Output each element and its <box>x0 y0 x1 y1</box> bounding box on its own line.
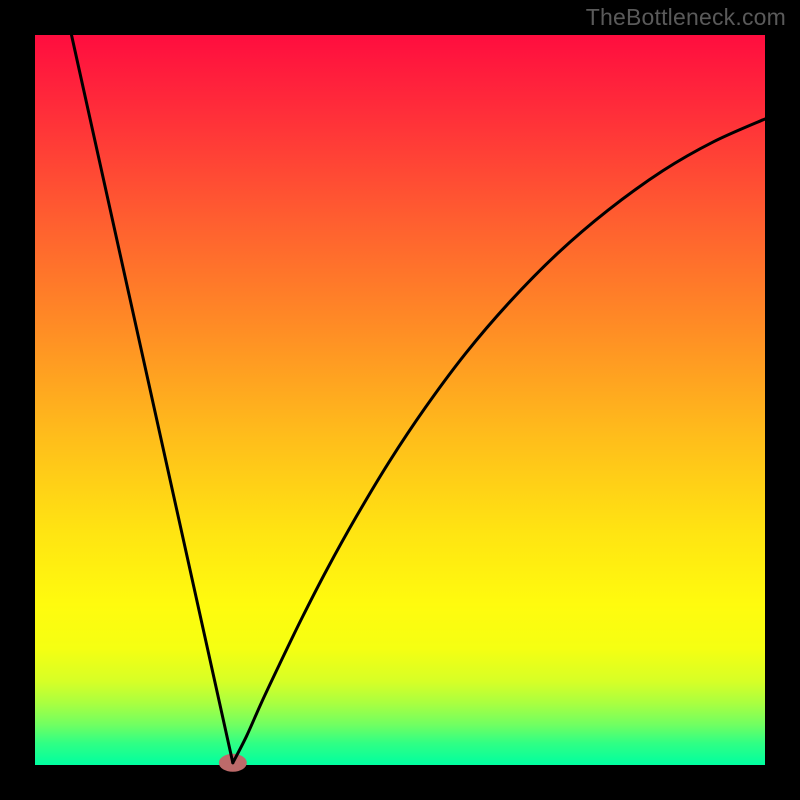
bottleneck-chart <box>0 0 800 800</box>
plot-background <box>35 35 765 765</box>
watermark-text: TheBottleneck.com <box>586 4 786 31</box>
chart-container: { "watermark": { "text": "TheBottleneck.… <box>0 0 800 800</box>
